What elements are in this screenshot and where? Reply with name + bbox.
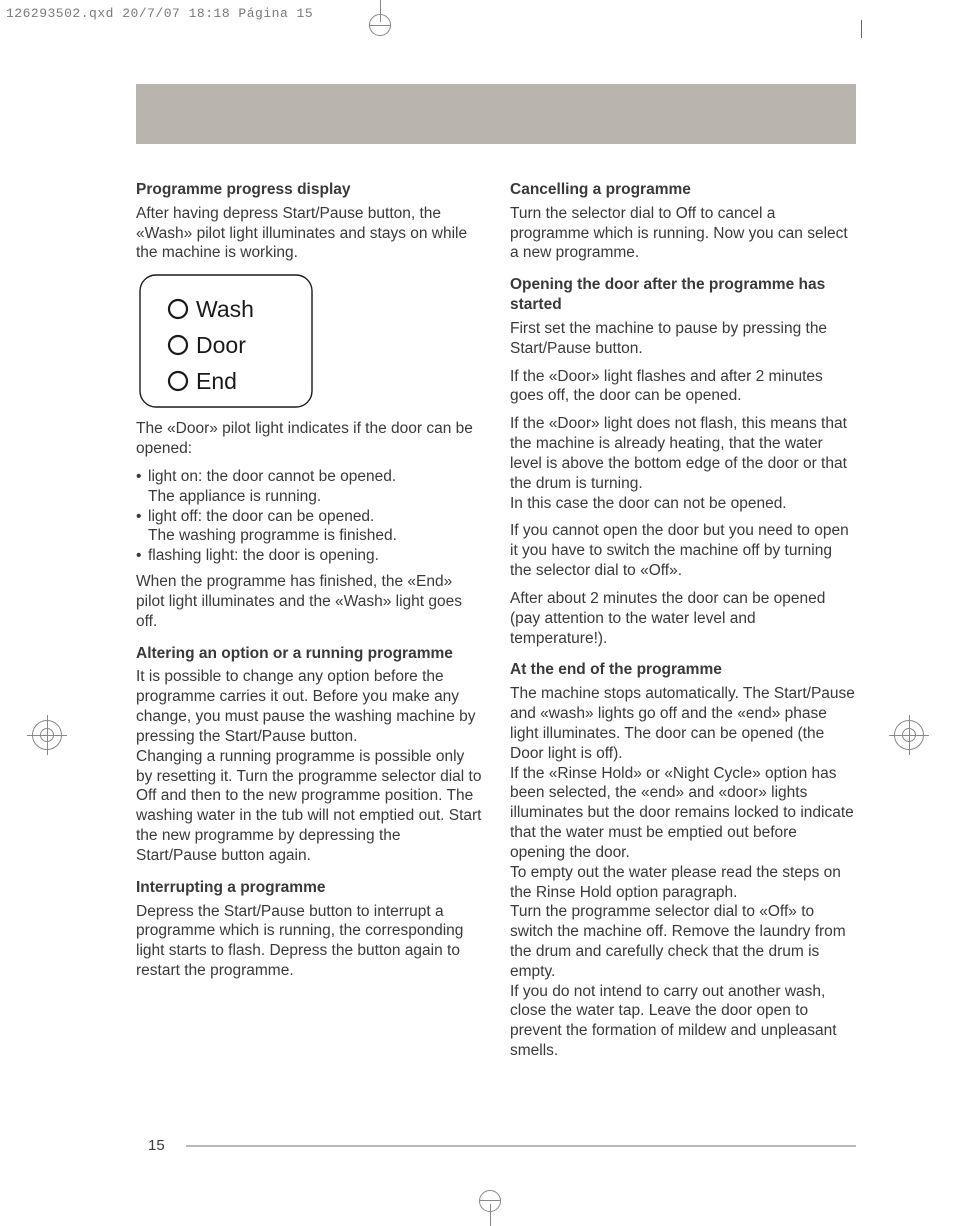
indicator-label-end: End (196, 368, 237, 394)
heading-altering-option: Altering an option or a running programm… (136, 644, 482, 664)
indicator-label-wash: Wash (196, 296, 254, 322)
body-text: After having depress Start/Pause button,… (136, 204, 482, 263)
indicator-panel-figure: Wash Door End (136, 271, 482, 411)
bullet-text: light off: the door can be opened. (148, 507, 374, 527)
body-text: When the programme has finished, the «En… (136, 572, 482, 631)
body-text: Depress the Start/Pause button to interr… (136, 902, 482, 981)
bullet-text: The washing programme is finished. (136, 526, 482, 546)
body-text: In this case the door can not be opened. (510, 494, 856, 514)
body-text: To empty out the water please read the s… (510, 863, 856, 903)
page-number: 15 (148, 1137, 165, 1154)
print-job-header: 126293502.qxd 20/7/07 18:18 Página 15 (6, 6, 313, 21)
body-text: First set the machine to pause by pressi… (510, 319, 856, 359)
right-column: Cancelling a programme Turn the selector… (510, 180, 856, 1073)
bullet-list: •light on: the door cannot be opened. Th… (136, 467, 482, 566)
registration-mark-right (894, 720, 924, 750)
page-content: Programme progress display After having … (136, 180, 856, 1073)
body-text: Turn the selector dial to Off to cancel … (510, 204, 856, 263)
trim-mark-top-right (861, 20, 862, 38)
indicator-label-door: Door (196, 332, 246, 358)
heading-interrupting: Interrupting a programme (136, 878, 482, 898)
crop-mark-top (350, 0, 410, 36)
body-text: If you cannot open the door but you need… (510, 521, 856, 580)
heading-progress-display: Programme progress display (136, 180, 482, 200)
body-text: The machine stops automatically. The Sta… (510, 684, 856, 763)
body-text: Turn the programme selector dial to «Off… (510, 902, 856, 981)
registration-mark-left (32, 720, 62, 750)
body-text: If you do not intend to carry out anothe… (510, 982, 856, 1061)
header-band (136, 84, 856, 144)
bullet-text: flashing light: the door is opening. (148, 546, 379, 566)
body-text: If the «Rinse Hold» or «Night Cycle» opt… (510, 764, 856, 863)
body-text: After about 2 minutes the door can be op… (510, 589, 856, 648)
body-text: If the «Door» light flashes and after 2 … (510, 367, 856, 407)
left-column: Programme progress display After having … (136, 180, 482, 1073)
heading-end-of-programme: At the end of the programme (510, 660, 856, 680)
body-text: If the «Door» light does not flash, this… (510, 414, 856, 493)
body-text: Changing a running programme is possible… (136, 747, 482, 866)
crop-mark-bottom (460, 1190, 520, 1226)
body-text: It is possible to change any option befo… (136, 667, 482, 746)
heading-opening-door: Opening the door after the programme has… (510, 275, 856, 315)
bullet-text: light on: the door cannot be opened. (148, 467, 396, 487)
footer-rule (186, 1145, 856, 1147)
heading-cancelling: Cancelling a programme (510, 180, 856, 200)
body-text: The «Door» pilot light indicates if the … (136, 419, 482, 459)
bullet-text: The appliance is running. (136, 487, 482, 507)
